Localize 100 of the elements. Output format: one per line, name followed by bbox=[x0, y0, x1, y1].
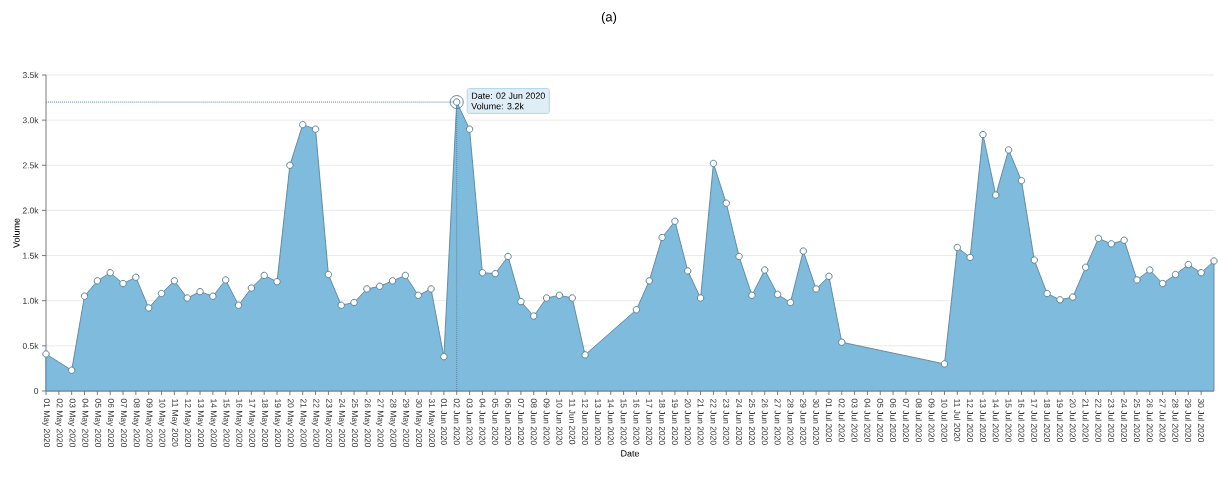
x-tick-label: 16 May 2020 bbox=[234, 399, 243, 448]
x-tick-label: 26 May 2020 bbox=[363, 398, 371, 448]
x-tick-label: 07 May 2020 bbox=[119, 398, 127, 448]
x-tick-label: 22 Jul 2020 bbox=[1095, 398, 1102, 442]
x-tick-label: 13 May 2020 bbox=[196, 399, 204, 448]
x-tick-label: 14 May 2020 bbox=[209, 399, 217, 448]
x-tick-label: 05 Jun 2020 bbox=[492, 398, 499, 445]
x-tick-label: 18 Jul 2020 bbox=[1044, 399, 1051, 442]
x-tick-label: 27 Jun 2020 bbox=[774, 398, 781, 445]
x-tick-label: 09 May 2020 bbox=[144, 398, 153, 448]
x-tick-label: 10 Jun 2020 bbox=[556, 399, 563, 445]
x-tick-label: 26 Jul 2020 bbox=[1146, 398, 1153, 442]
x-tick-label: 17 Jul 2020 bbox=[1031, 399, 1038, 442]
x-tick-label: 06 Jul 2020 bbox=[890, 398, 897, 442]
x-tick-label: 06 May 2020 bbox=[106, 398, 115, 448]
y-tick-label: 1.5k bbox=[23, 252, 39, 259]
x-tick-label: 07 Jun 2020 bbox=[517, 398, 524, 445]
x-tick-label: 27 Jul 2020 bbox=[1159, 398, 1166, 442]
x-tick-label: 13 Jul 2020 bbox=[979, 399, 987, 442]
x-tick-label: 12 Jun 2020 bbox=[582, 399, 589, 445]
x-tick-label: 30 May 2020 bbox=[414, 398, 423, 448]
x-tick-label: 21 Jun 2020 bbox=[697, 398, 704, 445]
x-tick-label: 28 May 2020 bbox=[388, 398, 397, 448]
x-tick-label: 06 Jun 2020 bbox=[505, 398, 512, 445]
x-tick-label: 01 May 2020 bbox=[42, 398, 50, 448]
x-tick-label: 12 Jul 2020 bbox=[967, 399, 974, 442]
x-tick-label: 01 Jul 2020 bbox=[825, 398, 833, 442]
x-tick-label: 24 Jul 2020 bbox=[1121, 398, 1128, 442]
y-tick-label: 2.0k bbox=[22, 207, 39, 214]
x-tick-label: 28 Jun 2020 bbox=[787, 398, 794, 445]
x-tick-label: 30 Jun 2020 bbox=[813, 398, 820, 445]
x-tick-label: 30 Jul 2020 bbox=[1198, 398, 1205, 442]
x-tick-label: 05 May 2020 bbox=[93, 398, 102, 448]
y-tick-label: 3.0k bbox=[22, 117, 39, 124]
x-tick-label: 09 Jul 2020 bbox=[928, 398, 935, 442]
x-tick-label: 31 May 2020 bbox=[427, 398, 435, 448]
x-tick-label: 29 May 2020 bbox=[401, 398, 410, 448]
x-tick-label: 02 May 2020 bbox=[55, 398, 63, 448]
x-tick-label: 25 Jun 2020 bbox=[748, 398, 755, 445]
x-tick-label: 23 Jun 2020 bbox=[723, 398, 730, 445]
annotation: Volume: 3.2k bbox=[471, 102, 524, 110]
x-tick-label: 20 Jul 2020 bbox=[1069, 398, 1076, 442]
x-tick-label: 08 May 2020 bbox=[132, 398, 140, 448]
x-tick-label: 23 Jul 2020 bbox=[1108, 398, 1115, 442]
x-tick-label: 10 Jul 2020 bbox=[941, 399, 948, 442]
x-tick-label: 04 May 2020 bbox=[80, 398, 89, 448]
x-tick-label: 15 May 2020 bbox=[221, 399, 230, 448]
x-tick-label: 11 May 2020 bbox=[170, 399, 179, 447]
x-tick-label: 17 May 2020 bbox=[247, 399, 256, 448]
x-tick-label: 05 Jul 2020 bbox=[877, 398, 884, 442]
x-tick-label: 15 Jul 2020 bbox=[1005, 399, 1012, 442]
y-tick-label: 3.5k bbox=[22, 71, 39, 79]
x-tick-label: 24 Jun 2020 bbox=[736, 398, 743, 445]
x-tick-label: 02 Jun 2020 bbox=[453, 398, 460, 445]
x-tick-label: 23 May 2020 bbox=[324, 398, 333, 448]
x-tick-label: 01 Jun 2020 bbox=[440, 398, 447, 445]
y-tick-label: 1.0k bbox=[23, 297, 39, 304]
x-tick-label: 22 Jun 2020 bbox=[710, 398, 717, 445]
x-tick-label: 11 Jul 2020 bbox=[954, 399, 961, 442]
x-tick-label: 07 Jul 2020 bbox=[902, 398, 910, 442]
x-tick-label: 20 May 2020 bbox=[286, 398, 294, 448]
x-tick-label: 29 Jul 2020 bbox=[1185, 398, 1192, 442]
x-tick-label: 19 Jul 2020 bbox=[1056, 399, 1064, 442]
x-tick-label: 21 Jul 2020 bbox=[1082, 398, 1089, 442]
x-tick-label: 19 Jun 2020 bbox=[671, 399, 678, 445]
x-tick-label: 27 May 2020 bbox=[375, 398, 384, 448]
x-tick-label: 04 Jul 2020 bbox=[864, 398, 871, 442]
x-tick-label: 02 Jul 2020 bbox=[838, 398, 845, 442]
x-tick-label: 14 Jun 2020 bbox=[607, 399, 614, 445]
y-tick-label: 0 bbox=[34, 387, 39, 394]
x-axis-title: Date bbox=[621, 450, 640, 457]
x-tick-label: 12 May 2020 bbox=[183, 399, 192, 448]
x-tick-label: 09 Jun 2020 bbox=[543, 398, 550, 445]
x-tick-label: 16 Jun 2020 bbox=[633, 399, 640, 445]
x-tick-label: 14 Jul 2020 bbox=[992, 399, 999, 442]
x-tick-label: 18 May 2020 bbox=[260, 399, 269, 448]
x-tick-label: 25 May 2020 bbox=[350, 398, 358, 448]
x-tick-label: 03 Jun 2020 bbox=[466, 398, 473, 445]
x-tick-label: 22 May 2020 bbox=[311, 398, 320, 448]
x-tick-label: 26 Jun 2020 bbox=[761, 398, 768, 445]
chart-title: (a) bbox=[601, 11, 617, 25]
x-tick-label: 25 Jul 2020 bbox=[1133, 398, 1141, 442]
annotation: Date: 02 Jun 2020 bbox=[471, 92, 545, 99]
y-tick-label: 0.5k bbox=[22, 342, 39, 349]
x-tick-label: 13 Jun 2020 bbox=[594, 399, 601, 445]
x-tick-label: 03 Jul 2020 bbox=[851, 398, 858, 442]
x-tick-label: 04 Jun 2020 bbox=[479, 398, 486, 445]
x-tick-label: 08 Jul 2020 bbox=[915, 398, 922, 442]
x-tick-label: 15 Jun 2020 bbox=[620, 399, 627, 445]
x-tick-label: 20 Jun 2020 bbox=[684, 398, 691, 445]
x-tick-label: 21 May 2020 bbox=[298, 398, 307, 448]
x-tick-label: 08 Jun 2020 bbox=[530, 398, 537, 445]
x-tick-label: 16 Jul 2020 bbox=[1018, 399, 1025, 442]
x-tick-label: 03 May 2020 bbox=[67, 398, 76, 448]
x-tick-label: 19 May 2020 bbox=[273, 399, 281, 448]
y-axis-title: Volume bbox=[13, 218, 20, 248]
x-tick-label: 10 May 2020 bbox=[157, 399, 166, 448]
y-tick-label: 2.5k bbox=[22, 162, 39, 169]
x-tick-label: 18 Jun 2020 bbox=[659, 399, 666, 445]
x-tick-label: 29 Jun 2020 bbox=[800, 398, 807, 445]
